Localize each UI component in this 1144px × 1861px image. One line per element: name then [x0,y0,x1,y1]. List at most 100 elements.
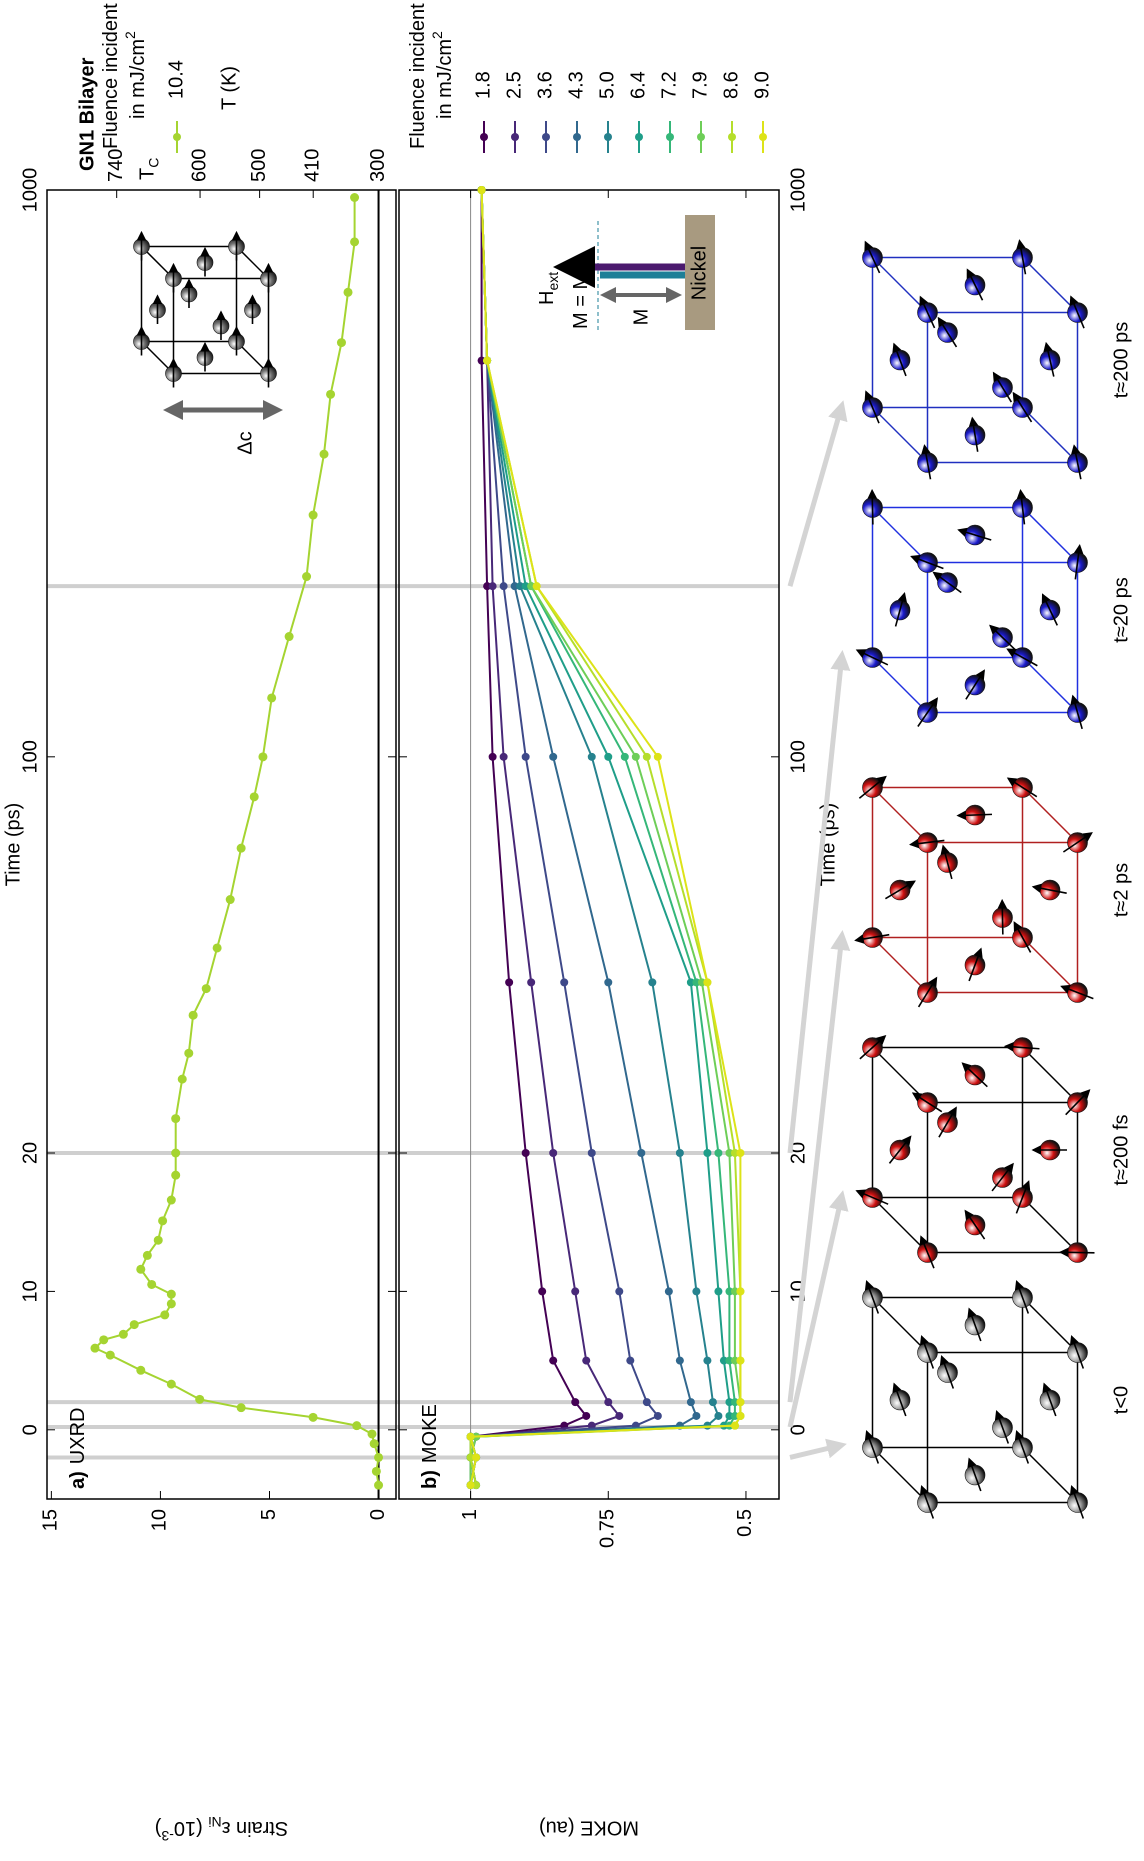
x-tick-label: 1000 [787,168,809,213]
legend-title: Fluence incident [407,3,429,149]
data-point [350,192,360,202]
spin-arrow [961,1062,988,1088]
data-point [714,1411,723,1420]
legend-swatch-dot [480,133,488,141]
spin-arrow [1042,1382,1057,1417]
legend-swatch-dot [511,133,519,141]
snapshot-arrow [787,400,848,587]
snapshot-arrow [787,930,851,1403]
spin-arrow [1070,694,1083,730]
panel-title: UXRD [67,1408,89,1465]
plot-frame [46,189,397,1500]
data-point [538,1287,547,1296]
data-point [225,895,235,905]
data-point [587,752,596,761]
data-point [153,1235,163,1245]
snapshot-label: t≈20 ps [1110,577,1132,642]
x-tick-label: 0 [19,1424,41,1435]
spin-arrow [1014,1280,1030,1314]
snapshot-label: t<0 [1110,1386,1132,1414]
data-point [477,186,486,194]
spin-arrow [1065,1089,1091,1116]
spin-arrow [864,1280,880,1314]
spin-arrow [867,488,878,525]
cube-edge [871,1296,929,1354]
data-point [730,1149,739,1157]
legend-heading: GN1 Bilayer [76,57,98,171]
data-point [692,978,701,987]
legend-title-part: in mJ/cm [127,39,149,119]
spin-arrow [859,1035,887,1060]
spin-arrow [968,416,979,452]
data-point [604,752,613,761]
spin-arrow [1069,295,1085,329]
spin-arrow [968,947,983,982]
data-point [99,1335,109,1345]
data-point [653,1411,662,1420]
data-point [604,978,613,987]
legend-swatch-dot [573,133,581,141]
x-tick-label: 100 [787,740,809,773]
data-point [166,1299,176,1309]
data-point [626,1356,635,1365]
data-point [571,1287,580,1296]
spin-arrow [911,1092,943,1113]
legend-title-part: 2 [122,31,138,39]
series-line [469,189,720,1486]
cube-edge [1021,506,1079,564]
data-point [472,1453,481,1462]
inset-field-part: H [536,291,558,305]
spin-arrow [917,976,938,1008]
spin-arrow [991,1162,1014,1192]
legend-title: in mJ/cm2 [122,31,150,119]
data-point [166,1195,176,1205]
y-axis-label: Strain εNi (10-3) [155,1814,289,1844]
data-point [675,1149,684,1157]
data-point [725,1149,734,1157]
data-point [483,582,492,591]
data-point [631,752,640,761]
spin-arrow [894,592,907,627]
legend-label: 7.2 [658,71,680,99]
data-point [171,1114,181,1124]
y2-tick-label: 740 [105,149,127,182]
legend-label: 1.8 [472,71,494,99]
legend-swatch-dot [728,133,736,141]
inset-moment-part: M = M [570,273,592,329]
data-point [675,1356,684,1365]
legend-label: 10.4 [165,60,187,99]
data-point [188,1010,198,1020]
spin-arrow [1014,1430,1030,1464]
data-point [105,1350,115,1360]
spin-arrow [1060,984,1094,1000]
spin-arrow [964,1209,986,1240]
data-point [350,237,360,247]
x-tick-label: 10 [787,1280,809,1302]
data-point [336,338,346,348]
legend-swatch-dot [697,133,705,141]
y-tick-label: 10 [149,1509,171,1531]
data-point [725,1287,734,1296]
cube-edge [871,506,929,564]
data-point [308,510,318,520]
spin-arrow [919,1335,935,1369]
data-point [308,1412,318,1422]
data-point [637,1149,646,1157]
spin-arrow [1043,341,1055,377]
y-tick-label: 15 [40,1509,62,1531]
spin-arrow [1003,1042,1040,1052]
spin-arrow [1031,883,1067,894]
data-point [499,752,508,761]
legend-label: 4.3 [565,71,587,99]
spin-arrow [937,316,958,348]
data-point [730,1356,739,1365]
data-point [367,1429,377,1439]
spin-arrow [956,810,993,821]
spin-arrow [888,1135,912,1164]
data-point [160,1310,170,1320]
data-point [642,1398,651,1407]
legend-label: 8.6 [720,71,742,99]
data-point [604,1398,613,1407]
data-point [352,1421,362,1431]
